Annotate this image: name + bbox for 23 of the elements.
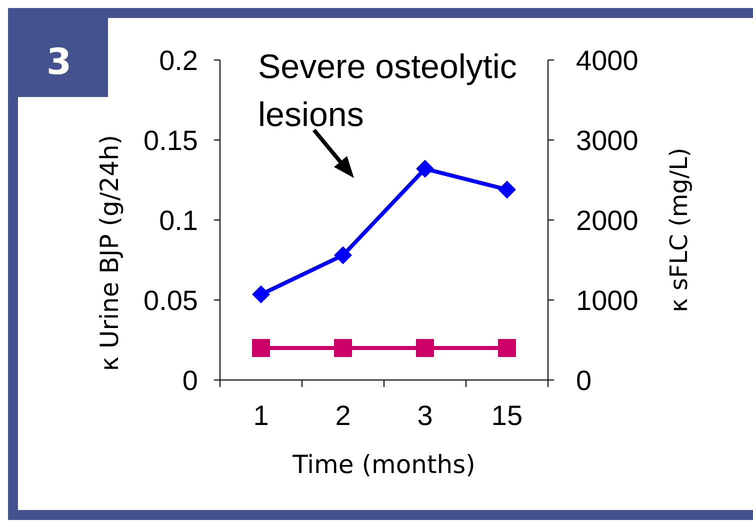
y-tick-label: 0.2 [159,44,198,76]
x-tick-label: 3 [417,400,433,431]
y2-tick-label: 0 [576,364,592,396]
x-axis-title: Time (months) [292,450,476,479]
x-tick-label: 15 [491,400,523,431]
y2-tick-label: 1000 [576,284,638,316]
y2-tick-label: 4000 [576,44,638,76]
point [416,160,434,178]
y2-tick-label: 2000 [576,204,638,236]
y-tick-label: 0.05 [144,284,198,316]
y-axis-title: κ Urine BJP (g/24h) [95,134,124,372]
y-tick-label: 0.1 [159,204,198,236]
text: 3 [46,42,72,83]
point [334,246,352,264]
y2-tick-label: 3000 [576,124,638,156]
x-tick-label: 1 [253,400,269,431]
y-tick-label: 0 [182,364,198,396]
x-tick-label: 2 [335,400,351,431]
point [252,285,270,304]
y2-axis-title: κ sFLC (mg/L) [665,148,693,312]
point [498,180,516,199]
annotation: Severe osteolytic lesions [258,48,517,134]
y-tick-label: 0.15 [144,124,198,156]
